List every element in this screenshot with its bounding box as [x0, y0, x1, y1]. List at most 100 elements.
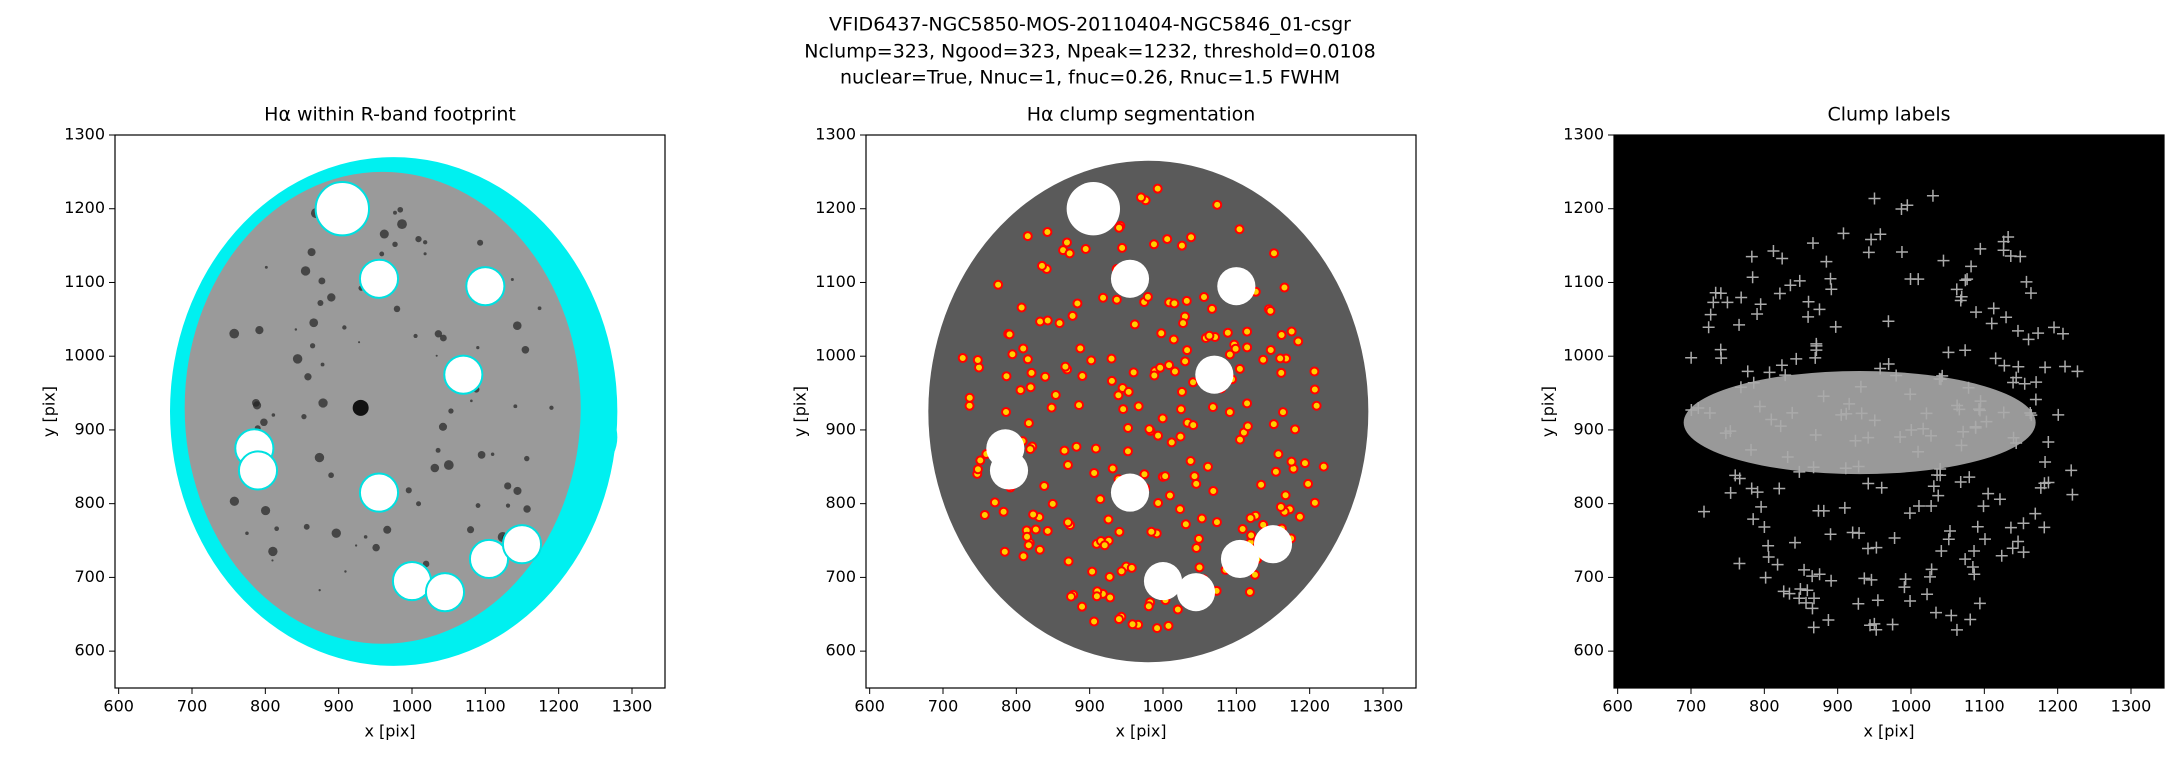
clump-cross	[1806, 570, 1819, 583]
x-tick-label: 1300	[1363, 697, 1404, 716]
clump-cross	[1953, 403, 1966, 416]
clump-cross	[1733, 557, 1746, 570]
x-axis-label: x [pix]	[1863, 722, 1914, 741]
clump-cross	[1837, 227, 1850, 240]
emission-knot	[524, 455, 530, 462]
emission-knot	[229, 496, 240, 506]
emission-knot	[260, 418, 268, 427]
clump-marker	[1175, 504, 1186, 515]
clump-cross	[2017, 517, 2030, 530]
clump-marker	[1022, 531, 1033, 542]
y-tick-label: 900	[74, 419, 105, 438]
star-mask	[1066, 182, 1121, 236]
clump-cross	[1982, 487, 1995, 500]
clump-marker	[1269, 248, 1280, 259]
clump-marker	[1091, 591, 1102, 602]
emission-knot	[229, 328, 240, 339]
clump-marker	[1089, 616, 1100, 627]
clump-marker	[1030, 524, 1041, 535]
clump-cross	[1840, 407, 1853, 420]
y-tick-label: 900	[1573, 419, 1604, 438]
clump-cross	[2020, 275, 2033, 288]
clump-cross	[1783, 587, 1796, 600]
clump-cross	[1862, 477, 1875, 490]
clump-cross	[1925, 563, 1938, 576]
y-axis-label: y [pix]	[40, 386, 59, 437]
clump-cross	[1765, 413, 1778, 426]
axes-frame	[865, 134, 1417, 689]
x-tick-label: 1200	[538, 697, 579, 716]
emission-knot	[268, 546, 278, 557]
clump-marker	[1099, 540, 1110, 551]
clump-cross	[1930, 606, 1942, 619]
clump-marker	[1098, 292, 1109, 303]
clump-cross	[2039, 361, 2052, 374]
clump-cross	[1714, 287, 1727, 300]
emission-knot	[379, 229, 389, 239]
y-axis-label: y [pix]	[1539, 386, 1558, 437]
clump-cross	[1912, 445, 1925, 458]
clump-cross	[1724, 486, 1737, 499]
clump-marker	[1242, 342, 1253, 353]
clump-cross	[1898, 581, 1911, 594]
clump-marker	[1224, 349, 1235, 360]
y-tick-label: 1000	[815, 346, 856, 365]
clump-marker	[1276, 367, 1287, 378]
clump-cross	[1862, 246, 1875, 259]
clump-marker	[1146, 526, 1157, 537]
star-mask	[1110, 473, 1150, 512]
clump-cross	[1882, 315, 1895, 328]
clump-marker	[1276, 329, 1287, 340]
clump-cross	[1954, 476, 1967, 489]
clump-marker	[1318, 461, 1329, 472]
emission-knot	[372, 543, 380, 552]
clump-cross	[2039, 456, 2052, 469]
emission-knot	[358, 341, 361, 344]
clump-marker	[1309, 384, 1320, 395]
clump-marker	[1127, 619, 1138, 630]
clump-marker	[1175, 431, 1186, 442]
clump-marker	[1265, 305, 1276, 316]
emission-knot	[477, 239, 484, 246]
clump-cross	[1692, 401, 1705, 414]
clump-cross	[1789, 536, 1801, 549]
clump-cross	[1971, 520, 1984, 533]
emission-knot	[513, 404, 518, 409]
clump-marker	[1077, 601, 1088, 612]
clump-marker	[1090, 443, 1101, 454]
star-mask	[1217, 267, 1256, 306]
clump-marker	[1039, 480, 1050, 491]
clump-cross	[1870, 623, 1883, 636]
clump-cross	[1950, 623, 1963, 636]
clump-cross	[1762, 551, 1775, 564]
clump-marker	[1309, 497, 1320, 508]
clump-marker	[1107, 463, 1118, 474]
clump-marker	[1191, 543, 1202, 554]
clump-cross	[1735, 291, 1748, 304]
emission-knot	[475, 503, 481, 508]
emission-knot	[434, 330, 443, 338]
clump-cross	[2066, 488, 2079, 501]
clump-marker	[1181, 295, 1192, 306]
clump-cross	[1965, 260, 1978, 273]
clump-cross	[1741, 365, 1754, 378]
clump-marker	[1144, 424, 1155, 435]
clump-marker	[1160, 471, 1171, 482]
clump-marker	[1268, 419, 1279, 430]
clump-cross	[1698, 505, 1711, 518]
clump-marker	[1015, 385, 1026, 396]
star-mask	[501, 524, 543, 565]
clump-cross	[1758, 521, 1771, 533]
clump-cross	[1868, 192, 1881, 205]
star-mask	[443, 354, 484, 395]
emission-knot	[342, 325, 347, 330]
emission-knot	[521, 345, 530, 354]
clump-marker	[1075, 343, 1086, 354]
clump-cross	[1950, 283, 1963, 296]
emission-knot	[476, 345, 480, 350]
clump-cross	[1703, 407, 1716, 420]
clump-marker	[972, 464, 983, 475]
clump-cross	[1865, 573, 1878, 586]
x-tick-label: 1000	[392, 697, 433, 716]
